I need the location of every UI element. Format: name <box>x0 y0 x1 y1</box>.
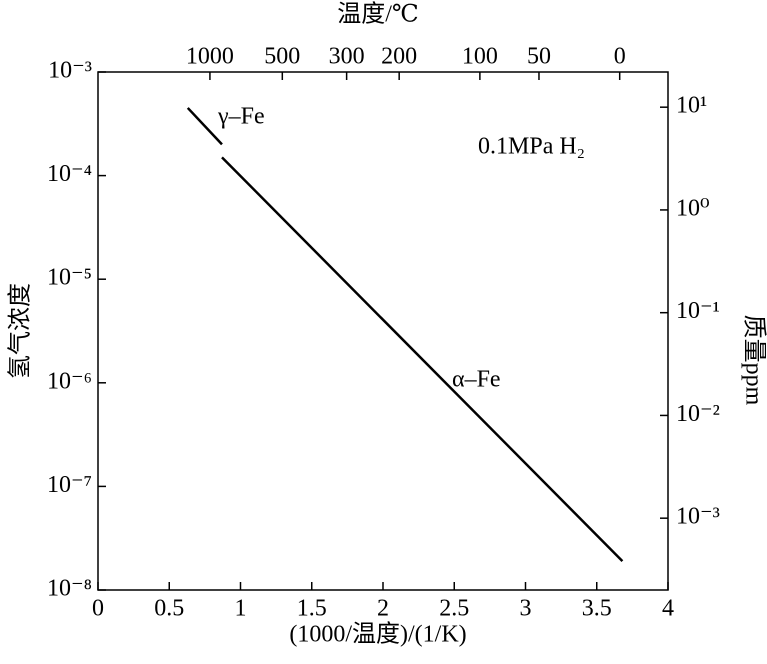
x-axis-title: (1000/温度)/(1/K) <box>289 621 466 648</box>
x2-axis-title: 温度/℃ <box>337 1 419 28</box>
x-tick-label: 4 <box>662 596 674 622</box>
series-label: γ–Fe <box>217 104 265 130</box>
x-tick-label: 2.5 <box>439 596 469 622</box>
y-tick-label: 10⁻³ <box>48 58 92 84</box>
series-line <box>221 156 624 563</box>
x-tick-label: 1.5 <box>297 596 327 622</box>
x-tick-label: 0 <box>92 596 104 622</box>
y-tick-label: 10⁻⁷ <box>47 472 92 498</box>
y2-tick-label: 10⁻¹ <box>676 298 720 324</box>
y-tick-label: 10⁻⁵ <box>47 265 92 291</box>
x2-tick-label: 200 <box>381 44 417 70</box>
x2-tick-label: 500 <box>264 44 300 70</box>
x-tick-label: 1 <box>235 596 247 622</box>
x2-tick-label: 100 <box>462 44 498 70</box>
y2-tick-label: 10⁰ <box>676 195 710 221</box>
x2-tick-label: 1000 <box>186 44 234 70</box>
y2-axis-title: 质量ppm <box>740 315 767 406</box>
y2-tick-label: 10¹ <box>676 93 707 119</box>
x-tick-label: 3 <box>520 596 532 622</box>
y-tick-label: 10⁻⁶ <box>47 368 92 394</box>
y2-tick-label: 10⁻² <box>676 401 720 427</box>
x2-tick-label: 50 <box>527 44 551 70</box>
y-tick-label: 10⁻⁴ <box>47 161 92 187</box>
x2-tick-label: 0 <box>614 44 626 70</box>
annotation: 0.1MPa H₂ <box>478 134 585 160</box>
y-tick-label: 10⁻⁸ <box>47 576 92 602</box>
series-line <box>186 107 223 146</box>
y2-tick-label: 10⁻³ <box>676 504 720 530</box>
x-tick-label: 0.5 <box>154 596 184 622</box>
x-tick-label: 2 <box>377 596 389 622</box>
y-axis-title: 氢气浓度 <box>7 283 34 379</box>
x-tick-label: 3.5 <box>582 596 612 622</box>
series-label: α–Fe <box>452 367 501 393</box>
x2-tick-label: 300 <box>329 44 365 70</box>
